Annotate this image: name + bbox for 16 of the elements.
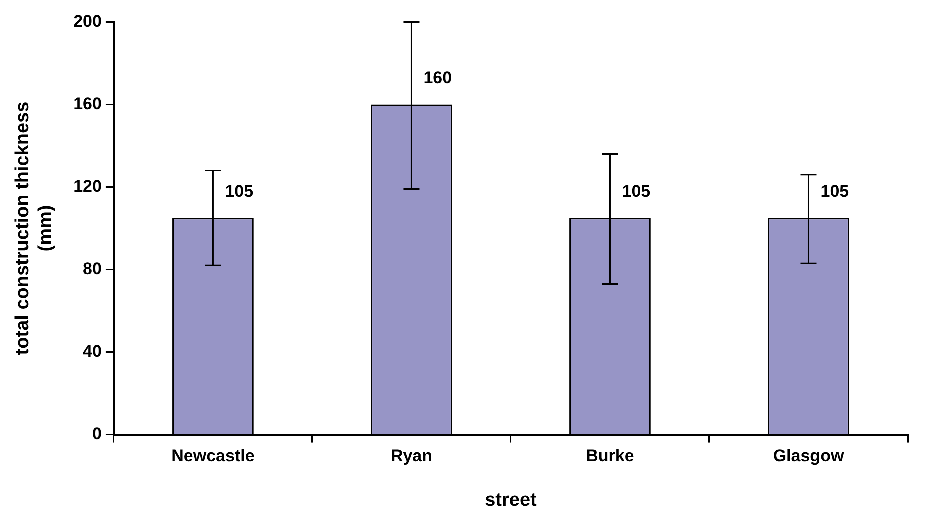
y-axis-title: total construction thickness (mm) <box>12 102 56 356</box>
data-label: 105 <box>622 182 651 201</box>
y-tick-label: 200 <box>74 12 102 31</box>
y-tick-label: 0 <box>92 424 102 444</box>
y-tick-label: 120 <box>74 176 102 196</box>
x-tick-label: Ryan <box>390 446 433 466</box>
x-tick-label: Newcastle <box>172 446 255 466</box>
x-tick-label: Burke <box>586 446 634 466</box>
data-label: 105 <box>820 182 850 201</box>
data-label: 160 <box>424 68 452 88</box>
y-tick-label: 80 <box>83 259 102 278</box>
y-tick-label: 40 <box>83 342 102 361</box>
x-axis-title: street <box>485 490 538 511</box>
data-label: 105 <box>225 182 254 201</box>
x-tick-label: Glasgow <box>773 446 845 466</box>
y-tick-label: 160 <box>74 94 102 114</box>
